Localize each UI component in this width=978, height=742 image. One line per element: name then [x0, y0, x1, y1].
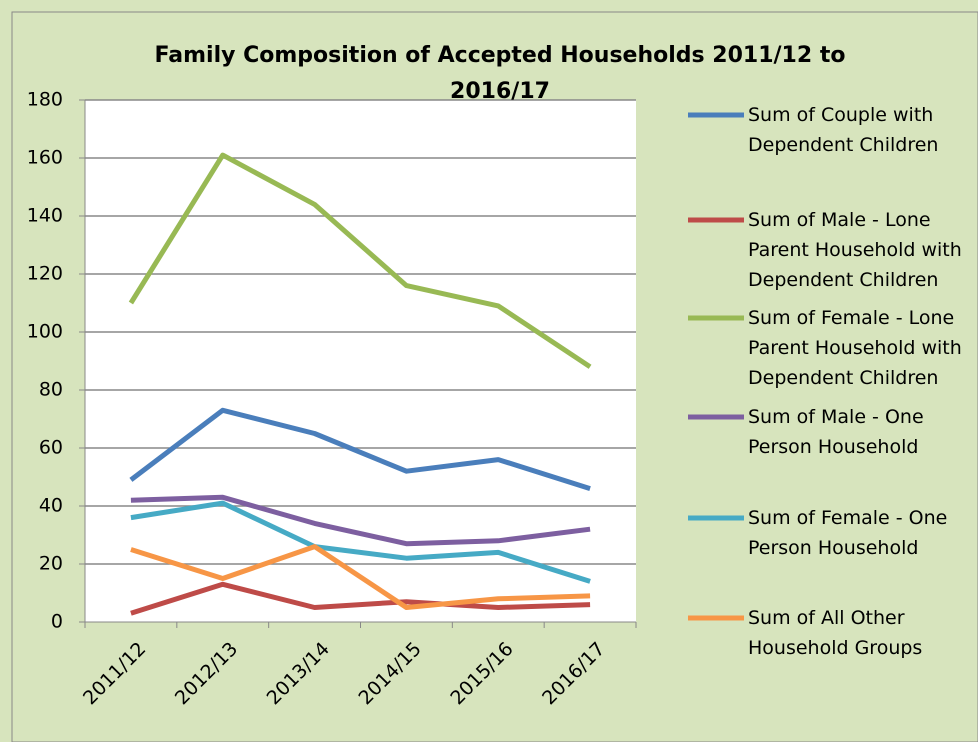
y-tick-label: 160: [27, 147, 63, 169]
legend-label: Sum of Male - Lone Parent Household with…: [748, 209, 962, 291]
series-line: [130, 500, 591, 584]
legend-label: Sum of Female - One Person Household: [748, 507, 948, 559]
x-tick-label: 2014/15: [354, 638, 425, 709]
y-tick-label: 60: [39, 437, 63, 459]
chart-title: Family Composition of Accepted Household…: [154, 43, 846, 104]
legend-label: Sum of Female - Lone Parent Household wi…: [748, 307, 962, 389]
y-tick-label: 0: [51, 611, 63, 633]
x-tick-label: 2015/16: [446, 638, 517, 709]
legend-label: Sum of Couple with Dependent Children: [748, 104, 939, 156]
y-tick-label: 120: [27, 263, 63, 285]
y-tick-label: 100: [27, 321, 63, 343]
plot-area: [85, 100, 636, 622]
legend-label: Sum of All Other Household Groups: [748, 607, 923, 659]
x-tick-label: 2012/13: [171, 638, 242, 709]
series-line: [130, 581, 591, 616]
y-tick-label: 180: [27, 89, 63, 111]
series-line: [128, 152, 592, 369]
chart-border: [11, 11, 978, 742]
legend-label: Sum of Male - One Person Household: [748, 406, 924, 458]
x-tick-label: 2011/12: [79, 638, 150, 709]
series-line: [130, 544, 591, 610]
y-tick-label: 140: [27, 205, 63, 227]
series-line: [129, 407, 591, 491]
x-tick-label: 2013/14: [263, 638, 334, 709]
y-tick-label: 40: [39, 495, 63, 517]
y-tick-label: 80: [39, 379, 63, 401]
x-tick-label: 2016/17: [538, 638, 609, 709]
series-line: [130, 494, 591, 547]
y-tick-label: 20: [39, 553, 63, 575]
